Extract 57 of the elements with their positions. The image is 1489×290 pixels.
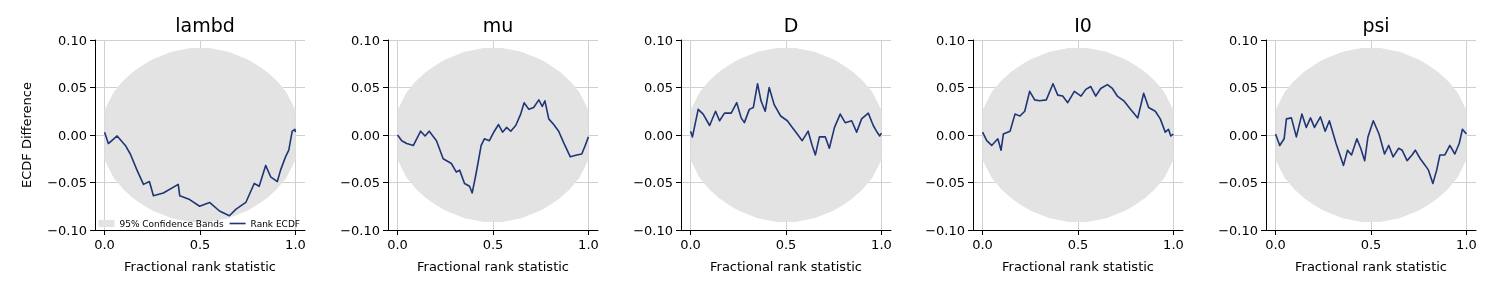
legend-label: Rank ECDF (250, 218, 301, 229)
y-tick-label: −0.05 (632, 175, 673, 190)
x-tick-label: 1.0 (578, 237, 599, 252)
y-tick-label: −0.05 (1217, 175, 1258, 190)
y-tick-label: 0.05 (936, 80, 965, 95)
y-axis-title: ECDF Difference (19, 82, 34, 188)
x-axis-title: Fractional rank statistic (1294, 259, 1447, 274)
y-tick-label: −0.10 (632, 222, 673, 238)
x-axis-title: Fractional rank statistic (417, 259, 569, 274)
y-tick-label: −0.10 (47, 222, 87, 238)
chart-title: psi (1361, 13, 1390, 36)
y-tick-label: 0.10 (936, 32, 965, 48)
x-tick-label: 0.0 (387, 237, 408, 252)
y-tick-label: −0.05 (925, 175, 965, 190)
x-axis-title: Fractional rank statistic (709, 259, 862, 274)
x-tick-label: 1.0 (1455, 237, 1477, 252)
x-tick-label: 0.5 (482, 237, 504, 252)
x-tick-label: 0.0 (1264, 237, 1286, 252)
x-tick-label: 0.0 (94, 237, 115, 252)
x-tick-label: 1.0 (870, 237, 892, 252)
y-tick-label: 0.10 (351, 32, 380, 48)
x-tick-label: 0.5 (775, 237, 796, 252)
chart-title: lambd (175, 13, 235, 36)
y-tick-label: 0.10 (1228, 32, 1258, 48)
x-tick-label: 1.0 (285, 237, 306, 252)
y-tick-label: 0.05 (1228, 80, 1258, 95)
x-tick-label: 0.5 (1360, 237, 1381, 252)
x-tick-label: 0.5 (189, 237, 211, 252)
line-series (1274, 113, 1467, 185)
y-tick-label: 0.00 (58, 127, 87, 143)
y-tick-label: −0.10 (1217, 222, 1258, 238)
y-tick-label: 0.00 (936, 127, 965, 143)
y-tick-label: −0.10 (340, 222, 380, 238)
chart-title: D (783, 13, 798, 36)
x-tick-label: 1.0 (1163, 237, 1184, 252)
x-tick-label: 0.0 (972, 237, 993, 252)
line-series (396, 99, 590, 194)
y-tick-label: 0.00 (1228, 127, 1258, 143)
y-tick-label: 0.05 (351, 80, 380, 95)
y-tick-label: −0.10 (925, 222, 965, 238)
x-axis-title: Fractional rank statistic (124, 259, 276, 274)
x-tick-label: 0.5 (1067, 237, 1089, 252)
x-axis-title: Fractional rank statistic (1002, 259, 1154, 274)
y-tick-label: −0.05 (47, 175, 87, 190)
y-tick-label: 0.05 (643, 80, 673, 95)
chart-title: mu (482, 13, 514, 36)
chart-title: I0 (1074, 13, 1092, 36)
y-tick-label: 0.05 (58, 80, 87, 95)
y-tick-label: 0.10 (643, 32, 673, 48)
line-series (981, 82, 1175, 151)
x-tick-label: 0.0 (679, 237, 701, 252)
y-tick-label: 0.10 (58, 32, 87, 48)
y-tick-label: 0.00 (643, 127, 673, 143)
line-series (689, 82, 882, 156)
y-tick-label: −0.05 (340, 175, 380, 190)
y-tick-label: 0.00 (351, 127, 380, 143)
legend-label: 95% Confidence Bands (119, 218, 224, 229)
